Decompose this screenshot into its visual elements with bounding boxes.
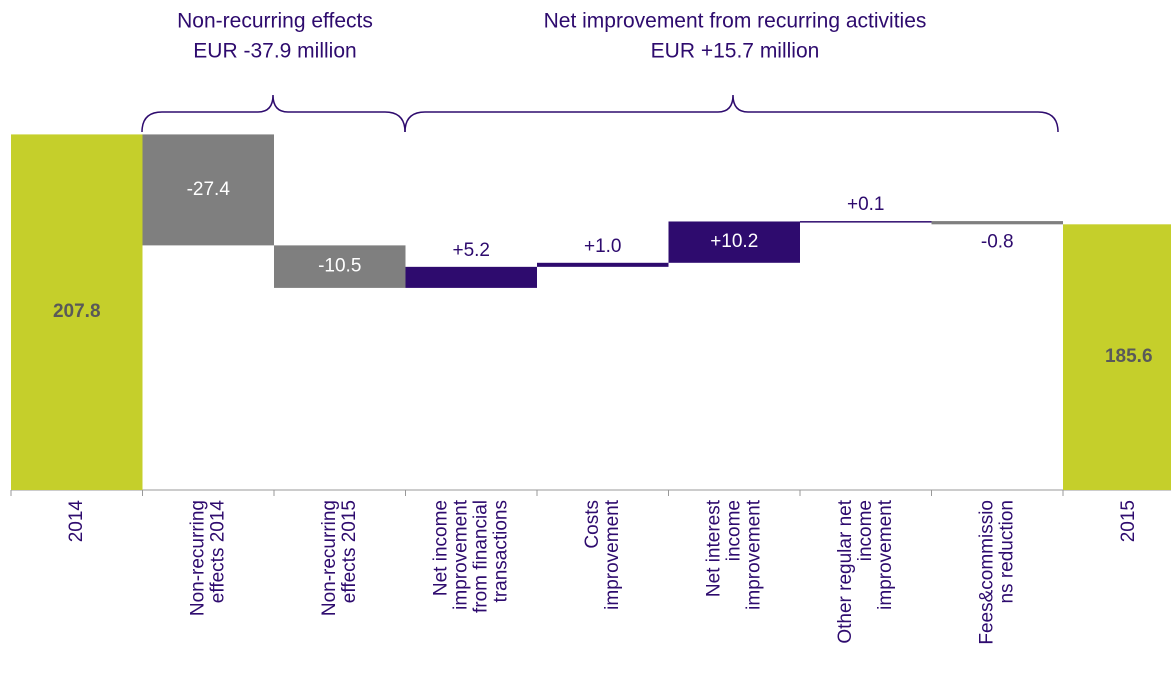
bar [931,221,1063,225]
x-tick-label: Non-recurring [319,500,340,616]
x-tick-label: from financial [470,500,491,613]
x-tick-label: 2015 [1118,500,1139,542]
x-tick-label: Other regular net [835,499,856,643]
value-label: +0.1 [847,194,885,215]
brace [141,94,406,133]
bar [405,266,537,288]
x-tick-label: improvement [743,499,764,610]
value-label: +5.2 [452,240,490,261]
value-label: -27.4 [187,179,231,200]
annotation: Net improvement from recurring activitie… [544,10,927,33]
value-label: 185.6 [1105,346,1153,367]
annotation: EUR +15.7 million [651,40,820,63]
x-tick-label: effects 2014 [207,500,228,604]
x-tick-label: Costs [582,500,603,549]
x-tick-label: Net income [430,500,451,596]
value-label: +1.0 [584,236,622,257]
bar [537,262,669,267]
brace [404,94,1059,133]
x-tick-label: Fees&commissio [976,500,997,645]
x-tick-label: 2014 [66,500,87,543]
x-tick-label: income [855,500,876,561]
bar [800,221,932,223]
bar [142,134,274,246]
x-tick-label: improvement [602,499,623,610]
bar [11,134,143,490]
bar [1063,224,1171,490]
annotation: Non-recurring effects [177,10,373,33]
x-tick-label: effects 2015 [339,500,360,603]
bar [274,245,406,288]
x-tick-label: ns reduction [996,500,1017,604]
value-label: +10.2 [710,231,758,252]
x-tick-label: improvement [875,499,896,610]
x-tick-label: improvement [450,499,471,610]
value-label: -0.8 [981,231,1014,252]
value-label: 207.8 [53,301,101,322]
value-label: -10.5 [318,256,361,277]
x-tick-label: Net interest [703,499,724,597]
x-tick-label: income [723,500,744,561]
x-tick-label: transactions [490,500,511,602]
bar [668,221,800,263]
annotation: EUR -37.9 million [193,40,356,63]
x-tick-label: Non-recurring [187,500,208,616]
